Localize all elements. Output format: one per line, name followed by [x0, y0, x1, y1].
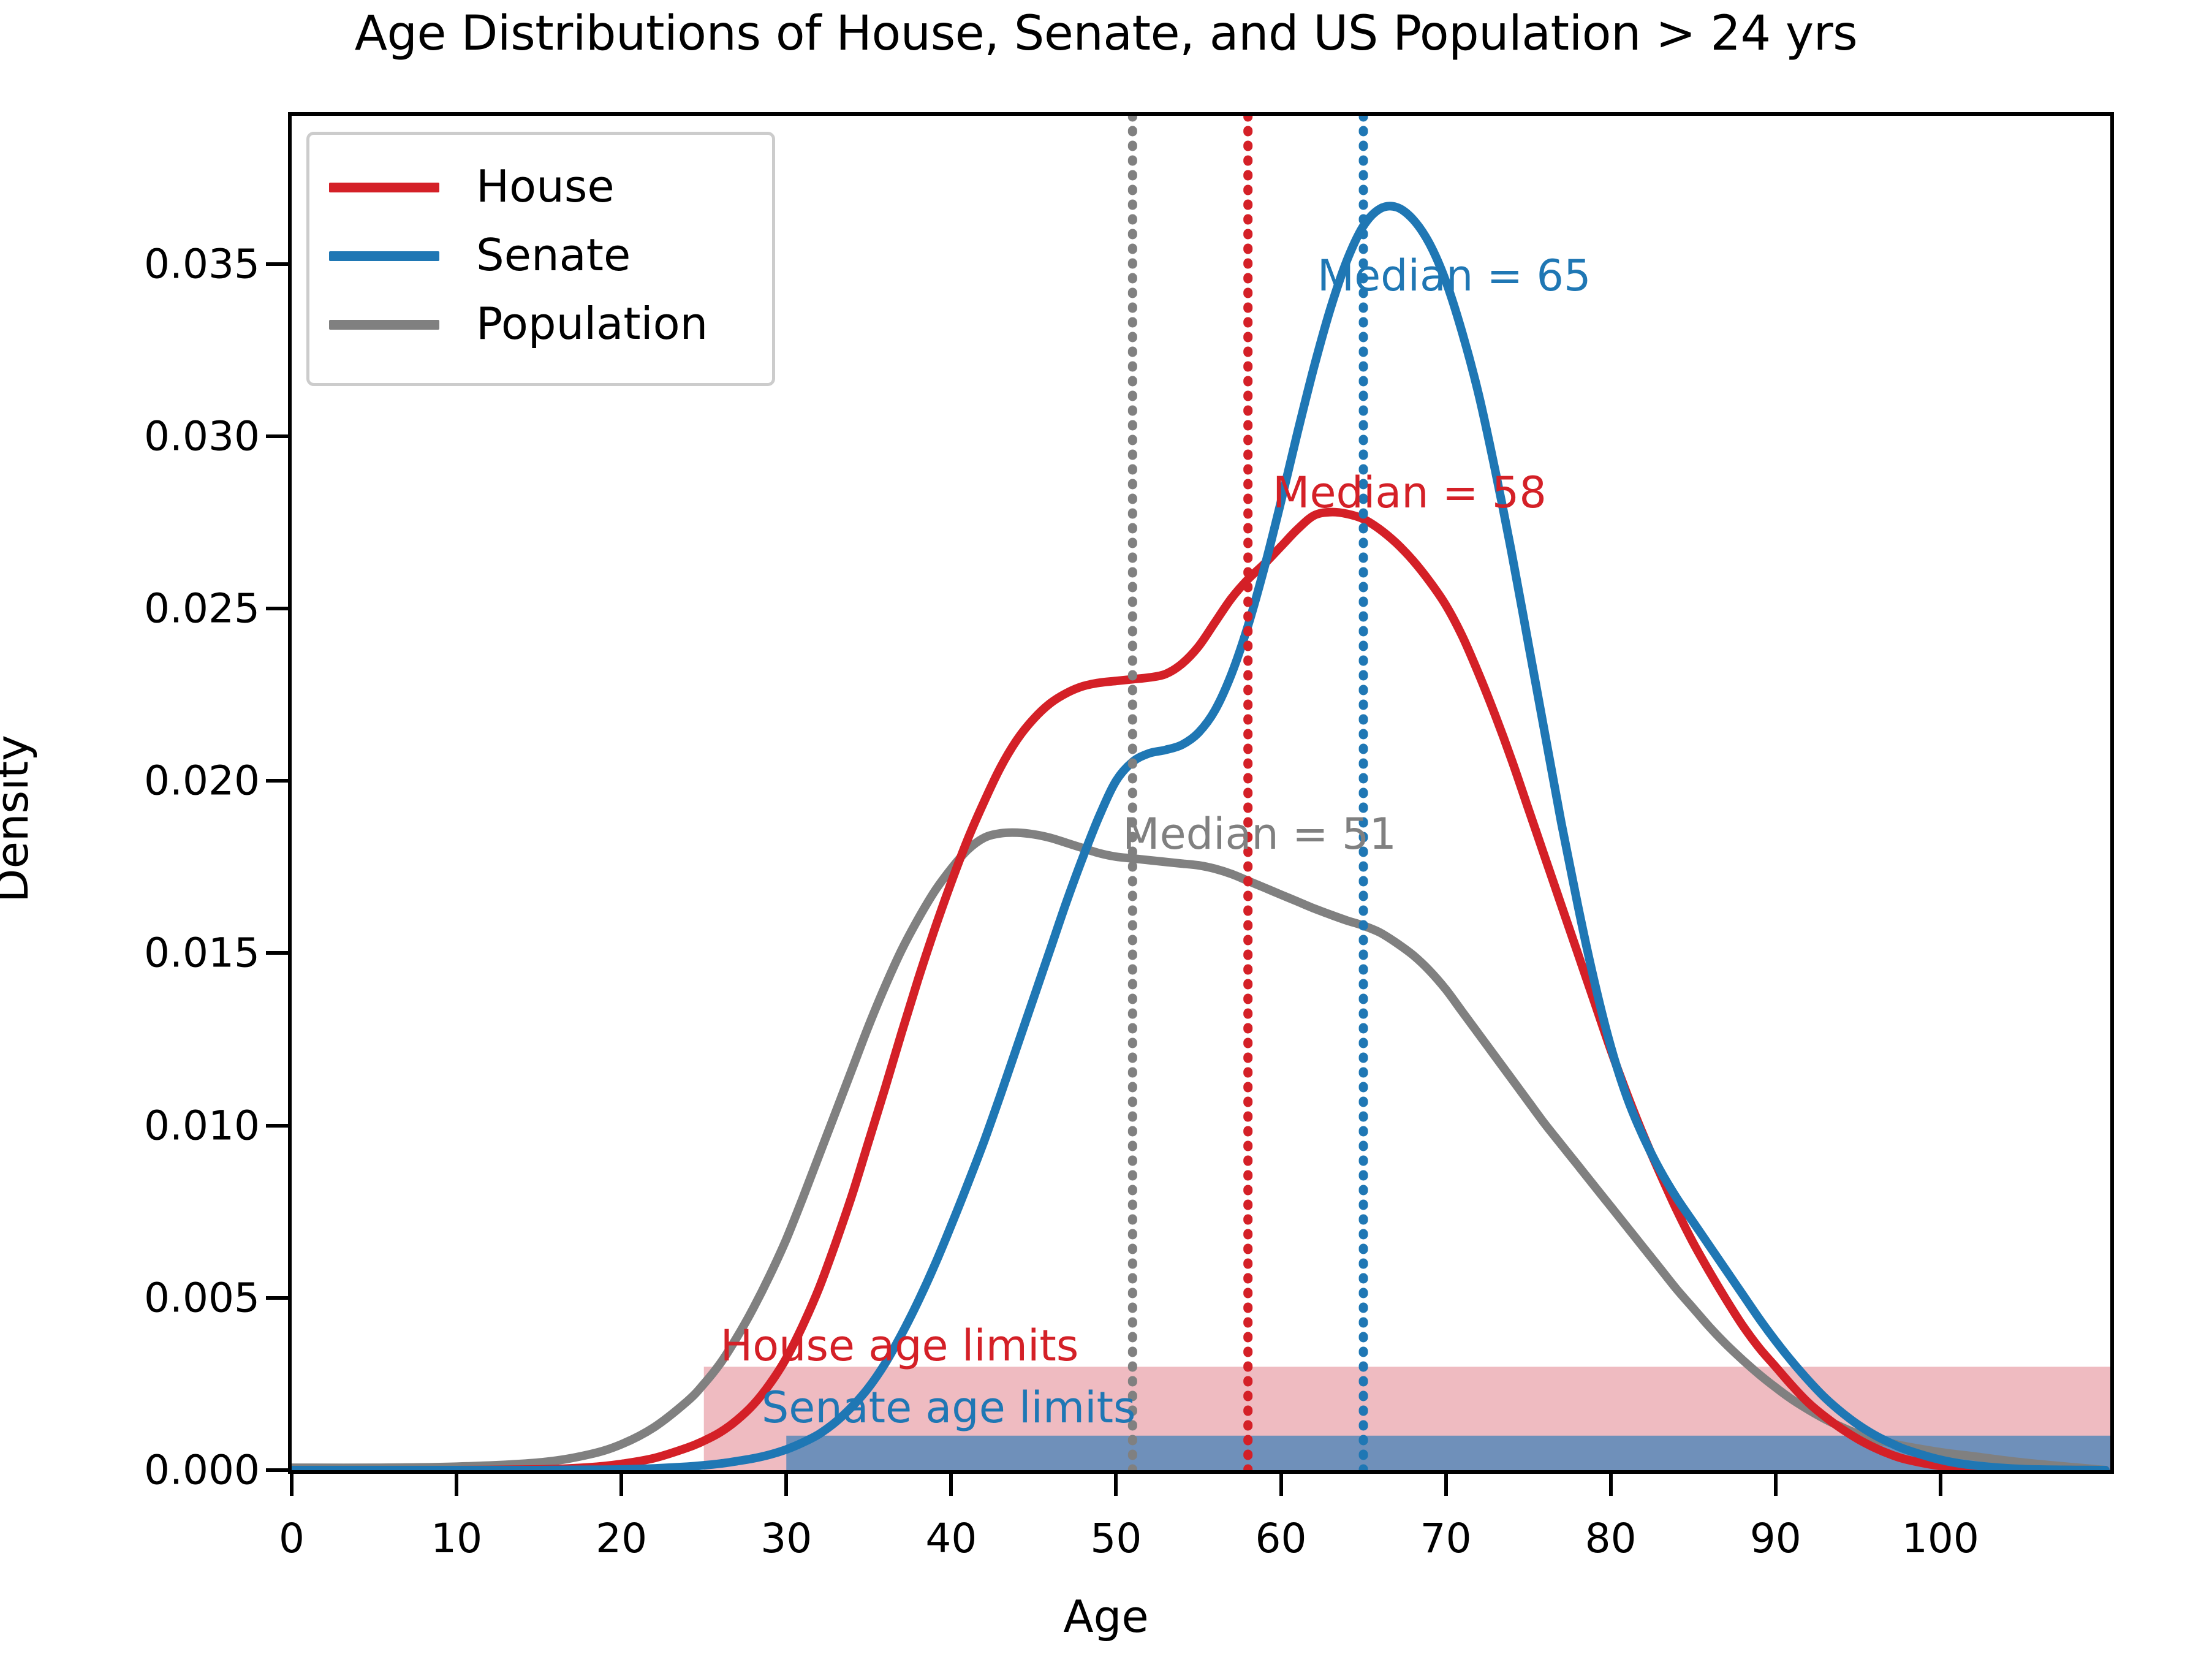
x-tick-mark [619, 1474, 624, 1496]
y-tick-mark [266, 951, 288, 955]
y-tick-label: 0.025 [144, 585, 260, 632]
x-tick-mark [1608, 1474, 1613, 1496]
x-tick-mark [1279, 1474, 1283, 1496]
y-tick-mark [266, 434, 288, 438]
legend-swatch-population [329, 320, 439, 330]
median-annotation-58: Median = 58 [1273, 468, 1547, 518]
x-tick-mark [949, 1474, 953, 1496]
legend-label-senate: Senate [476, 229, 631, 281]
y-tick-mark [266, 262, 288, 266]
legend-swatch-senate [329, 251, 439, 261]
x-tick-mark [1938, 1474, 1942, 1496]
y-tick-label: 0.005 [144, 1274, 260, 1322]
y-tick-mark [266, 779, 288, 783]
curve-population [292, 828, 2110, 1470]
x-tick-mark [1114, 1474, 1118, 1496]
y-tick-label: 0.010 [144, 1102, 260, 1150]
legend-item-senate[interactable]: Senate [329, 221, 758, 291]
y-tick-mark [266, 1468, 288, 1472]
y-tick-label: 0.035 [144, 240, 260, 288]
x-tick-label: 0 [279, 1515, 305, 1562]
y-tick-label: 0.000 [144, 1446, 260, 1494]
plot-svg [292, 116, 2110, 1470]
legend-box: House Senate Population [306, 132, 775, 386]
x-tick-mark [455, 1474, 459, 1496]
x-tick-label: 70 [1420, 1515, 1472, 1562]
x-tick-label: 100 [1901, 1515, 1979, 1562]
x-tick-label: 40 [925, 1515, 977, 1562]
y-tick-mark [266, 1123, 288, 1128]
x-tick-label: 20 [596, 1515, 648, 1562]
curve-house [292, 507, 2110, 1470]
x-tick-label: 10 [431, 1515, 483, 1562]
x-tick-mark [784, 1474, 789, 1496]
x-tick-mark [1444, 1474, 1448, 1496]
x-tick-label: 80 [1585, 1515, 1637, 1562]
legend-label-house: House [476, 161, 615, 212]
senate-age-limits-label: Senate age limits [761, 1382, 1136, 1433]
chart-title: Age Distributions of House, Senate, and … [354, 6, 1858, 61]
legend-item-house[interactable]: House [329, 152, 758, 222]
x-tick-mark [1773, 1474, 1778, 1496]
plot-area [288, 112, 2114, 1474]
x-axis-label: Age [1063, 1591, 1149, 1642]
x-tick-label: 50 [1090, 1515, 1142, 1562]
x-tick-label: 60 [1255, 1515, 1307, 1562]
y-tick-label: 0.030 [144, 412, 260, 460]
legend-item-population[interactable]: Population [329, 289, 758, 360]
x-tick-label: 90 [1749, 1515, 1801, 1562]
legend-label-population: Population [476, 298, 708, 349]
median-annotation-65: Median = 65 [1317, 250, 1591, 301]
y-tick-mark [266, 607, 288, 611]
x-tick-mark [290, 1474, 294, 1496]
house-age-limits-label: House age limits [720, 1320, 1079, 1371]
y-tick-label: 0.015 [144, 929, 260, 977]
x-tick-label: 30 [760, 1515, 812, 1562]
y-tick-label: 0.020 [144, 757, 260, 805]
curve-senate [292, 202, 2110, 1470]
y-axis-label: Density [0, 735, 38, 903]
legend-swatch-house [329, 183, 439, 192]
y-tick-mark [266, 1295, 288, 1300]
median-annotation-51: Median = 51 [1123, 808, 1397, 859]
